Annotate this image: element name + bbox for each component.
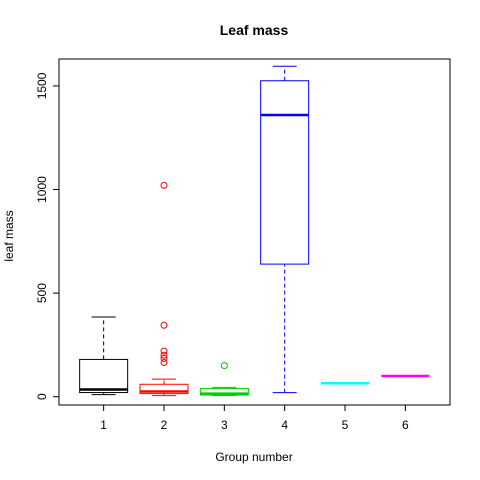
outlier-point xyxy=(160,347,168,355)
y-tick-label: 0 xyxy=(35,393,49,400)
y-tick-label: 1000 xyxy=(35,176,49,203)
x-tick-label: 5 xyxy=(342,418,349,432)
chart-title: Leaf mass xyxy=(220,22,289,38)
x-tick-label: 3 xyxy=(221,418,228,432)
y-tick-label: 500 xyxy=(35,283,49,303)
boxes-layer xyxy=(79,65,430,397)
y-tick-label: 1500 xyxy=(35,72,49,99)
outlier-point xyxy=(160,354,168,362)
box-group-4 xyxy=(260,65,310,394)
outlier-point xyxy=(160,321,168,329)
box-group-1 xyxy=(79,316,129,396)
y-axis-label: leaf mass xyxy=(2,210,16,261)
outlier-point xyxy=(220,362,228,370)
plot-frame xyxy=(58,58,451,406)
iqr-box xyxy=(260,80,310,265)
x-tick-label: 6 xyxy=(402,418,409,432)
box-group-2 xyxy=(139,181,189,397)
box-group-3 xyxy=(199,362,249,397)
axes-layer: 0 500 1000 1500 1 2 3 4 5 6 xyxy=(35,72,409,432)
iqr-box xyxy=(139,383,189,395)
outlier-point xyxy=(160,181,168,189)
iqr-box xyxy=(199,387,249,396)
x-axis-label: Group number xyxy=(215,450,292,464)
x-tick-label: 2 xyxy=(161,418,168,432)
outlier-point xyxy=(160,351,168,359)
x-tick-label: 4 xyxy=(281,418,288,432)
iqr-box xyxy=(79,358,129,394)
outlier-point xyxy=(160,359,168,367)
x-tick-label: 1 xyxy=(100,418,107,432)
